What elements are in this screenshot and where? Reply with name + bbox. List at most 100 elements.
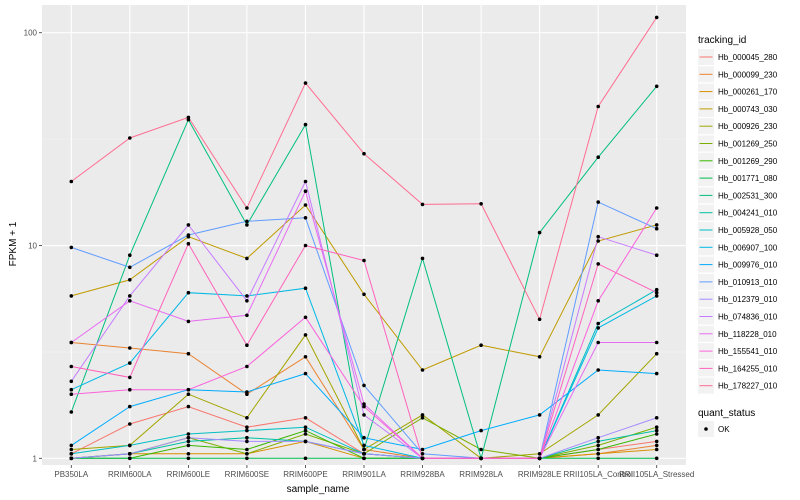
data-point: [303, 189, 308, 193]
data-point: [362, 402, 366, 406]
data-point: [245, 206, 249, 210]
data-point: [479, 202, 483, 206]
x-tick-label: RRII105LA_Control: [563, 470, 633, 479]
legend: tracking_id Hb_000045_280Hb_000099_230Hb…: [698, 35, 778, 437]
data-point: [420, 452, 425, 456]
data-point: [186, 351, 191, 356]
data-point: [186, 233, 191, 237]
data-point: [362, 151, 366, 156]
x-tick-label: RRIM600LA: [108, 470, 152, 479]
data-point: [245, 256, 249, 261]
data-point: [479, 456, 483, 461]
data-point: [128, 294, 132, 298]
legend-label: Hb_012379_010: [718, 295, 778, 304]
data-point: [596, 443, 600, 448]
y-axis-title: FPKM + 1: [8, 221, 19, 266]
data-point: [537, 456, 542, 461]
data-point: [596, 104, 600, 109]
data-point: [128, 346, 132, 350]
data-point: [420, 456, 425, 461]
data-point: [596, 239, 600, 243]
data-point: [69, 179, 74, 184]
data-point: [596, 447, 600, 452]
data-point: [420, 256, 425, 261]
data-point: [128, 265, 132, 270]
data-point: [537, 230, 542, 235]
data-point: [245, 428, 249, 433]
shape-legend-title: quant_status: [698, 408, 755, 419]
data-point: [128, 452, 132, 456]
data-point: [654, 443, 659, 448]
data-point: [245, 452, 249, 456]
data-point: [245, 416, 249, 420]
data-point: [128, 456, 132, 461]
data-point: [245, 294, 249, 298]
data-point: [303, 439, 308, 444]
data-point: [245, 313, 249, 318]
x-axis-title: sample_name: [287, 484, 350, 495]
data-point: [362, 452, 366, 456]
legend-label: Hb_002531_300: [718, 191, 778, 200]
data-point: [654, 290, 659, 295]
legend-label: Hb_010913_010: [718, 278, 778, 287]
legend-label: Hb_155541_010: [718, 347, 778, 356]
data-point: [596, 439, 600, 444]
x-tick-label: RRIM600LE: [167, 470, 211, 479]
shape-legend-label: OK: [718, 425, 730, 434]
data-point: [362, 447, 366, 452]
x-tick-label: RRII105LA_Stressed: [619, 470, 694, 479]
data-point: [596, 262, 600, 266]
data-point: [362, 413, 366, 417]
data-point: [69, 294, 74, 298]
data-point: [654, 432, 659, 436]
legend-label: Hb_164255_010: [718, 364, 778, 373]
data-point: [303, 122, 308, 127]
data-point: [654, 287, 659, 292]
data-point: [654, 253, 659, 257]
data-point: [303, 286, 308, 291]
data-point: [69, 392, 74, 397]
data-point: [69, 443, 74, 448]
data-point: [654, 84, 659, 89]
data-point: [303, 243, 308, 248]
data-point: [362, 383, 366, 388]
legend-label: Hb_000099_230: [718, 70, 778, 79]
data-point: [654, 416, 659, 420]
data-point: [69, 410, 74, 414]
data-point: [303, 216, 308, 220]
data-point: [654, 223, 659, 227]
legend-label: Hb_000261_170: [718, 88, 778, 97]
data-point: [303, 371, 308, 376]
data-point: [303, 355, 308, 359]
data-point: [128, 361, 132, 365]
data-point: [128, 278, 132, 282]
data-point: [537, 452, 542, 456]
data-point: [654, 371, 659, 376]
y-tick-label: 10: [28, 242, 37, 251]
data-point: [186, 319, 191, 324]
data-point: [69, 379, 74, 384]
legend-label: Hb_004241_010: [718, 209, 778, 218]
data-point: [596, 155, 600, 159]
legend-label: Hb_000926_230: [718, 122, 778, 131]
data-point: [186, 452, 191, 456]
y-tick-label: 100: [24, 29, 38, 38]
data-point: [128, 136, 132, 140]
data-point: [69, 340, 74, 345]
data-point: [245, 343, 249, 348]
data-point: [128, 443, 132, 448]
data-point: [245, 439, 249, 444]
legend-label: Hb_009976_010: [718, 261, 778, 270]
data-point: [245, 447, 249, 452]
data-point: [69, 452, 74, 456]
legend-label: Hb_001269_250: [718, 140, 778, 149]
data-point: [420, 368, 425, 372]
data-point: [245, 435, 249, 440]
data-point: [362, 456, 366, 461]
data-point: [245, 364, 249, 369]
data-point: [69, 387, 74, 392]
legend-title: tracking_id: [698, 35, 746, 46]
x-tick-label: PB350LA: [54, 470, 88, 479]
data-point: [596, 456, 600, 461]
data-point: [596, 435, 600, 440]
